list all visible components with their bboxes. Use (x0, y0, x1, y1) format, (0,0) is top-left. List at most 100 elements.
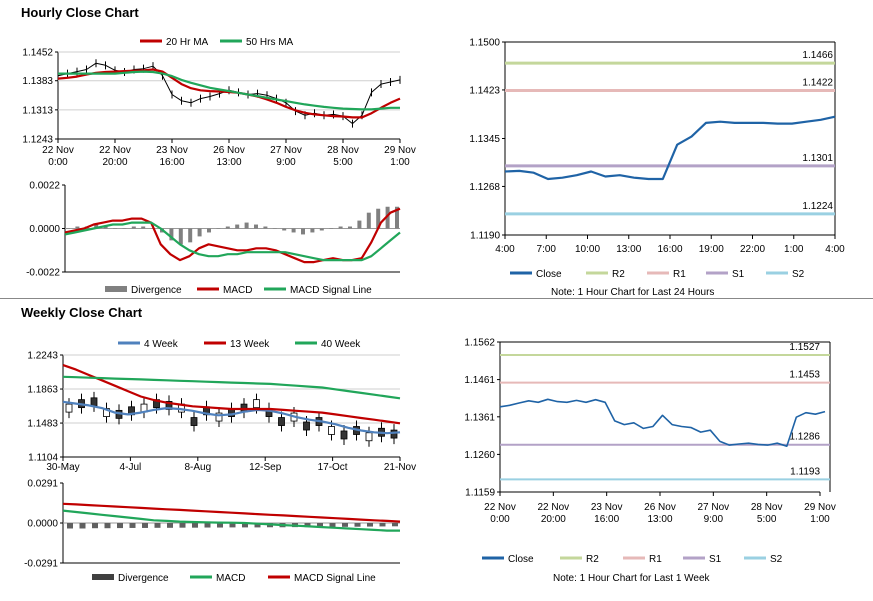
weekly-price-x-tick-label: 12-Sep (249, 462, 282, 473)
weekly1w-x-tick-label: 5:00 (757, 514, 777, 525)
weekly-candle-body (190, 417, 198, 426)
weekly-candle-body (278, 417, 285, 426)
hourly-price-y-tick-label: 1.1452 (22, 48, 53, 59)
legend-weekly-divergence-label: Divergence (118, 573, 169, 584)
hourly-price-x-tick-label: 22 Nov (99, 145, 131, 156)
hourly-macd-signal-line (64, 221, 401, 262)
hourly-macd-y-tick-label: 0.0022 (29, 181, 60, 192)
hourly-price-y-tick-label: 1.1383 (22, 76, 53, 87)
legend-hourly24-close-label: Close (536, 269, 562, 280)
legend-weekly-signal-label: MACD Signal Line (294, 573, 376, 584)
weekly-candle-body (328, 426, 335, 435)
weekly1w-level-label-s2: 1.1193 (790, 466, 820, 477)
hourly24-level-label-r1: 1.1422 (802, 78, 833, 89)
hourly-price-x-tick-label: 16:00 (159, 157, 184, 168)
hourly-price-y-tick-label: 1.1243 (22, 135, 53, 146)
legend-weekly-macd-label: MACD (216, 573, 245, 584)
legend-weekly-divergence-swatch (92, 574, 114, 580)
weekly-section-title: Weekly Close Chart (21, 305, 143, 320)
weekly1w-level-label-s1: 1.1286 (789, 432, 820, 443)
weekly1w-x-tick-label: 29 Nov (804, 502, 836, 513)
weekly-candle-body (165, 401, 173, 410)
hourly24-x-tick-label: 10:00 (575, 244, 600, 255)
hourly-divergence-bar (310, 228, 315, 233)
hourly24-y-tick-label: 1.1190 (470, 231, 500, 242)
weekly-divergence-bar (229, 523, 236, 528)
weekly1w-level-label-r1: 1.1453 (789, 370, 820, 381)
hourly24-x-tick-label: 22:00 (740, 244, 765, 255)
hourly-divergence-bar (225, 226, 230, 229)
hourly24-level-label-r2: 1.1466 (802, 50, 833, 61)
legend-hourly24-s1-label: S1 (732, 269, 745, 280)
hourly-divergence-bar (282, 228, 287, 231)
weekly-divergence-bar (342, 523, 348, 527)
weekly-divergence-bar (392, 523, 398, 527)
weekly1w-x-tick-label: 13:00 (647, 514, 672, 525)
weekly-candle-body (340, 430, 348, 440)
weekly1w-close-line (499, 398, 826, 448)
weekly-divergence-bar (192, 523, 198, 528)
hourly-price-y-tick-label: 1.1313 (22, 105, 53, 116)
weekly-divergence-bar (179, 523, 186, 528)
weekly-price-x-tick-label: 4-Jul (120, 462, 142, 473)
hourly-divergence-bar (131, 226, 136, 229)
legend-hourly-signal-label: MACD Signal Line (290, 285, 372, 296)
weekly1w-x-tick-label: 22 Nov (537, 502, 569, 513)
weekly-price-x-tick-label: 8-Aug (184, 462, 211, 473)
legend-hourly-divergence-label: Divergence (131, 285, 182, 296)
hourly-divergence-bar (207, 228, 211, 233)
weekly1w-x-tick-label: 23 Nov (591, 502, 623, 513)
weekly1w-level-label-r2: 1.1527 (789, 342, 820, 353)
weekly1w-x-tick-label: 0:00 (490, 514, 510, 525)
hourly-price-x-tick-label: 22 Nov (42, 145, 74, 156)
weekly1w-x-tick-label: 27 Nov (697, 502, 729, 513)
weekly-candle-body (65, 403, 73, 413)
hourly-divergence-bar (113, 228, 117, 229)
weekly1w-y-tick-label: 1.1461 (464, 375, 495, 386)
hourly24-close-line (504, 115, 836, 181)
legend-20hr-ma-label: 20 Hr MA (166, 37, 209, 48)
hourly24-x-tick-label: 16:00 (657, 244, 682, 255)
weekly-divergence-bar (129, 523, 136, 528)
weekly-candle-body (390, 429, 398, 439)
hourly-price-x-tick-label: 20:00 (102, 157, 127, 168)
hourly24-x-tick-label: 4:00 (495, 244, 515, 255)
hourly-divergence-bar (216, 228, 221, 229)
hourly24-level-label-s2: 1.1224 (802, 201, 833, 212)
weekly-divergence-bar (367, 523, 373, 527)
legend-4-week-label: 4 Week (144, 339, 179, 350)
hourly-price-x-tick-label: 26 Nov (213, 145, 245, 156)
hourly-divergence-bar (348, 226, 352, 229)
legend-hourly24-s2-label: S2 (792, 269, 805, 280)
section-divider (0, 298, 873, 299)
hourly24-y-tick-label: 1.1500 (469, 38, 500, 49)
hourly-section-title: Hourly Close Chart (21, 5, 139, 20)
weekly1w-y-tick-label: 1.1361 (464, 412, 495, 423)
weekly-divergence-bar (242, 523, 248, 528)
hourly-price-x-tick-label: 13:00 (216, 157, 241, 168)
hourly-price-x-tick-label: 28 Nov (327, 145, 359, 156)
hourly-divergence-bar (395, 206, 399, 229)
hourly-divergence-bar (376, 208, 381, 229)
legend-weekly1w-s2-label: S2 (770, 554, 783, 565)
hourly-50hr-ma-line (58, 70, 400, 111)
weekly1w-y-tick-label: 1.1159 (465, 488, 495, 499)
weekly1w-y-tick-label: 1.1260 (464, 450, 495, 461)
legend-weekly1w-r1-label: R1 (649, 554, 662, 565)
weekly-divergence-bar (117, 523, 123, 529)
weekly-macd-line (62, 509, 400, 532)
weekly-divergence-bar (317, 523, 323, 528)
legend-50hr-ma-label: 50 Hrs MA (246, 37, 294, 48)
weekly-price-x-tick-label: 17-Oct (318, 462, 348, 473)
weekly-divergence-bar (79, 523, 86, 529)
weekly-divergence-bar (67, 523, 73, 529)
weekly-divergence-bar (154, 523, 161, 528)
legend-weekly1w-s1-label: S1 (709, 554, 722, 565)
weekly-price-x-tick-label: 30-May (46, 462, 79, 473)
legend-40-week-label: 40 Week (321, 339, 361, 350)
weekly-candle-body (365, 432, 373, 442)
legend-weekly1w-r2-label: R2 (586, 554, 599, 565)
weekly-divergence-bar (104, 523, 111, 529)
hourly-divergence-bar (197, 228, 202, 237)
